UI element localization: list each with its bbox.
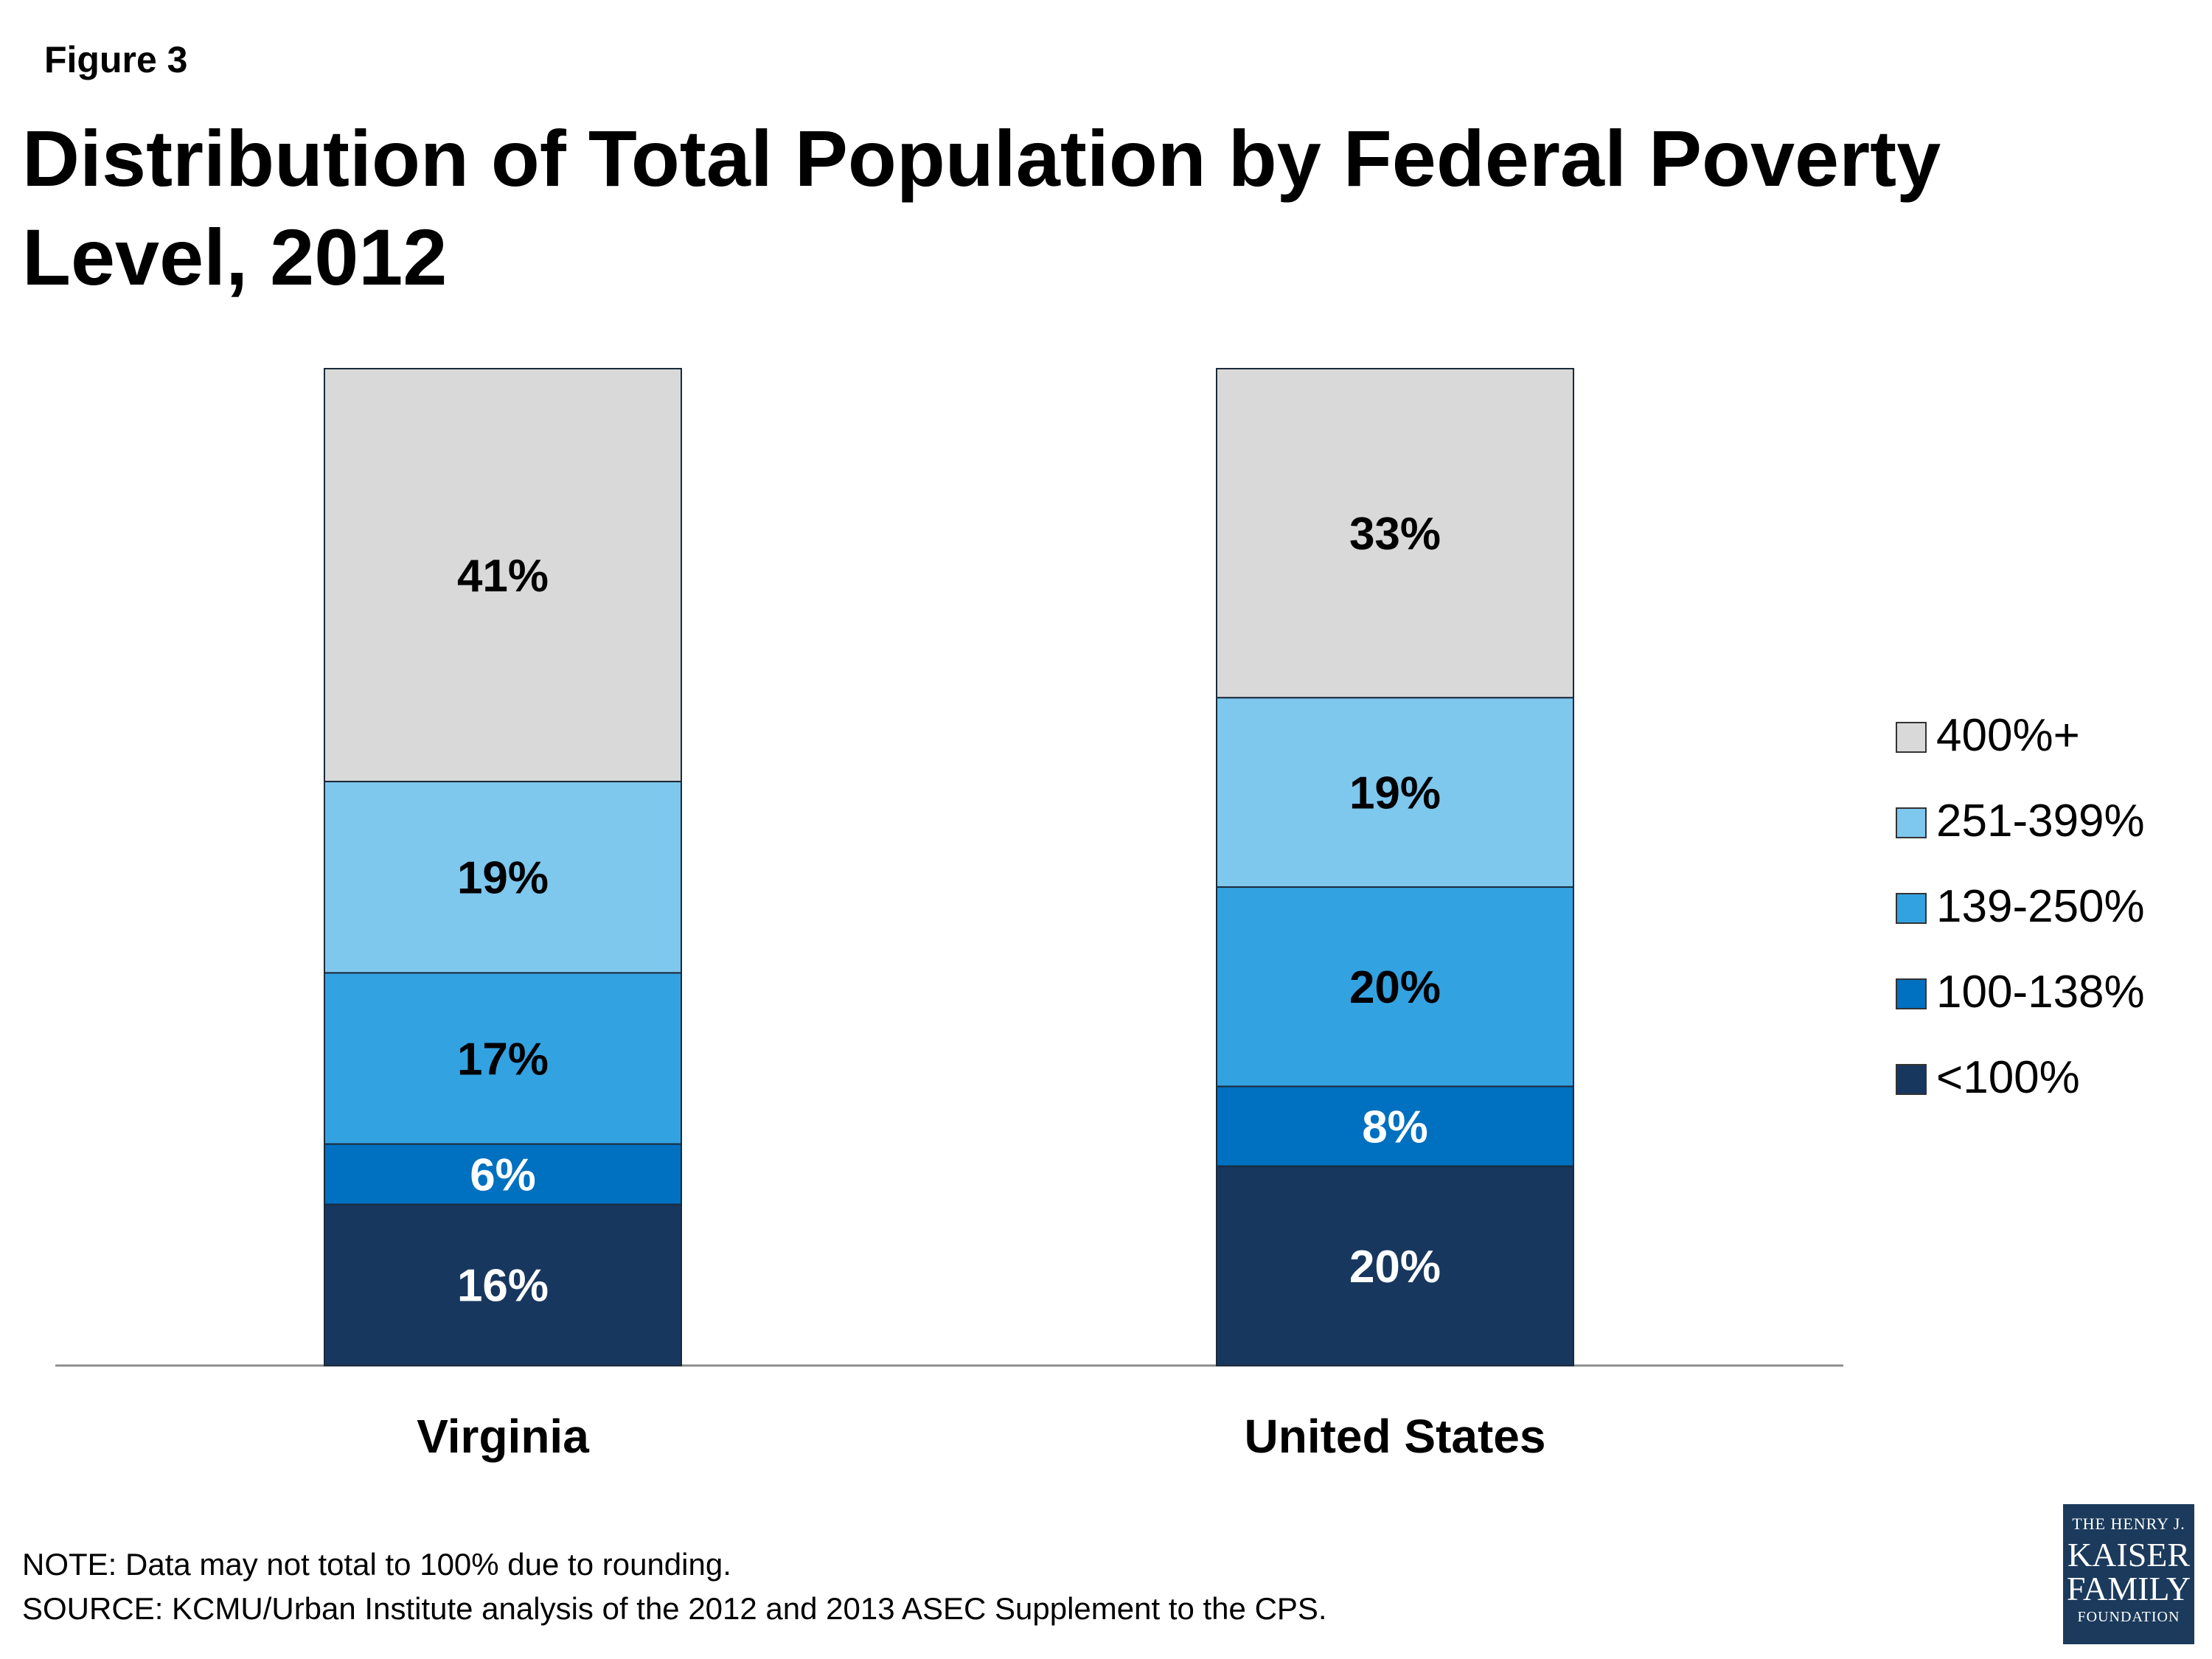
chart-title: Distribution of Total Population by Fede… xyxy=(22,114,1941,302)
data-label: 19% xyxy=(1349,768,1441,819)
data-label: 17% xyxy=(457,1034,549,1085)
bar-united-states-400 xyxy=(1216,368,1574,699)
legend-swatch-251-399 xyxy=(1896,807,1927,838)
logo-line-2: KAISER xyxy=(2067,1536,2191,1573)
source-text: SOURCE: KCMU/Urban Institute analysis of… xyxy=(22,1591,1327,1626)
bar-virginia-400 xyxy=(324,368,682,782)
bar-united-states-100-138 xyxy=(1216,1085,1574,1167)
data-label: 16% xyxy=(457,1261,549,1312)
legend-swatch-400 xyxy=(1896,722,1927,753)
note-text: NOTE: Data may not total to 100% due to … xyxy=(22,1547,731,1582)
legend-label: 139-250% xyxy=(1936,881,2145,932)
data-label: 20% xyxy=(1349,962,1441,1013)
bar-virginia-251-399 xyxy=(324,780,682,974)
legend-label: 251-399% xyxy=(1936,796,2145,846)
bar-virginia-100-138 xyxy=(324,1143,682,1206)
legend-swatch-100 xyxy=(1896,1064,1927,1095)
data-label: 19% xyxy=(457,853,549,904)
logo-line-4: FOUNDATION xyxy=(2077,1609,2180,1625)
data-label: 41% xyxy=(457,551,549,602)
legend-label: 100-138% xyxy=(1936,967,2145,1018)
figure-label: Figure 3 xyxy=(44,39,188,80)
legend-swatch-100-138 xyxy=(1896,978,1927,1009)
category-label: Virginia xyxy=(417,1410,589,1463)
data-label: 20% xyxy=(1349,1242,1441,1293)
bar-united-states-100 xyxy=(1216,1165,1574,1366)
bar-united-states-139-250 xyxy=(1216,886,1574,1088)
bar-virginia-139-250 xyxy=(324,972,682,1145)
data-label: 6% xyxy=(470,1150,536,1201)
category-label: United States xyxy=(1245,1410,1546,1463)
legend-label: 400%+ xyxy=(1936,710,2080,761)
logo-line-1: THE HENRY J. xyxy=(2072,1514,2185,1533)
bar-united-states-251-399 xyxy=(1216,697,1574,888)
legend-swatch-139-250 xyxy=(1896,893,1927,924)
data-label: 8% xyxy=(1362,1102,1428,1153)
logo-line-3: FAMILY xyxy=(2066,1570,2191,1607)
legend-label: <100% xyxy=(1936,1052,2080,1103)
data-label: 33% xyxy=(1349,509,1441,560)
kff-logo: THE HENRY J. KAISER FAMILY FOUNDATION xyxy=(2063,1504,2194,1644)
